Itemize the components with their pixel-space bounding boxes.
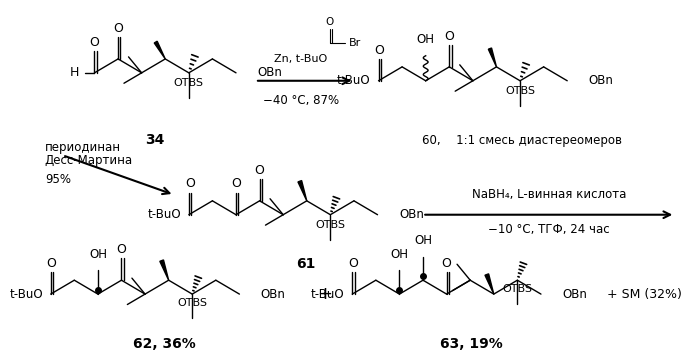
Text: −40 °C, 87%: −40 °C, 87% <box>263 94 339 107</box>
Text: OBn: OBn <box>563 288 587 301</box>
Text: H: H <box>69 66 79 79</box>
Text: OBn: OBn <box>261 288 286 301</box>
Text: −10 °C, ТГФ, 24 час: −10 °C, ТГФ, 24 час <box>488 223 610 236</box>
Text: OTBS: OTBS <box>503 284 533 294</box>
Text: OBn: OBn <box>589 74 614 87</box>
Text: Zn, t-BuO: Zn, t-BuO <box>274 54 327 64</box>
Text: O: O <box>89 36 99 49</box>
Text: O: O <box>442 257 452 270</box>
Text: OTBS: OTBS <box>315 220 345 230</box>
Text: O: O <box>113 22 123 35</box>
Text: 95%: 95% <box>45 174 71 186</box>
Text: OH: OH <box>391 247 408 261</box>
Text: периодинан: периодинан <box>45 141 121 154</box>
Text: O: O <box>375 44 384 56</box>
Text: +: + <box>317 285 333 303</box>
Text: O: O <box>445 30 454 42</box>
Polygon shape <box>489 48 496 67</box>
Text: OTBS: OTBS <box>174 78 204 88</box>
Text: + SM (32%): + SM (32%) <box>607 288 682 301</box>
Text: O: O <box>254 164 264 177</box>
Text: O: O <box>117 243 127 256</box>
Text: OH: OH <box>417 33 435 46</box>
Text: 34: 34 <box>145 133 164 147</box>
Text: OBn: OBn <box>399 208 424 221</box>
Text: OTBS: OTBS <box>178 298 207 308</box>
Text: 60,  1:1 смесь диастереомеров: 60, 1:1 смесь диастереомеров <box>422 134 622 147</box>
Text: NaBH₄, L-винная кислота: NaBH₄, L-винная кислота <box>472 188 626 201</box>
Polygon shape <box>485 274 493 294</box>
Text: OBn: OBn <box>257 66 282 79</box>
Text: 61: 61 <box>296 257 315 271</box>
Polygon shape <box>298 181 307 201</box>
Text: Br: Br <box>349 38 361 48</box>
Text: t-BuO: t-BuO <box>311 288 345 301</box>
Polygon shape <box>154 41 165 59</box>
Polygon shape <box>160 260 168 280</box>
Text: t-BuO: t-BuO <box>337 74 370 87</box>
Text: O: O <box>326 17 334 27</box>
Text: OTBS: OTBS <box>505 86 535 96</box>
Text: OH: OH <box>89 247 107 261</box>
Text: O: O <box>348 257 358 270</box>
Text: O: O <box>185 177 195 190</box>
Text: Десс-Мартина: Десс-Мартина <box>45 154 133 167</box>
Text: O: O <box>231 177 241 190</box>
Text: OH: OH <box>414 234 432 247</box>
Text: O: O <box>47 257 57 270</box>
Text: 63, 19%: 63, 19% <box>440 337 503 351</box>
Text: 62, 36%: 62, 36% <box>133 337 196 351</box>
Text: t-BuO: t-BuO <box>147 208 181 221</box>
Text: t-BuO: t-BuO <box>9 288 43 301</box>
